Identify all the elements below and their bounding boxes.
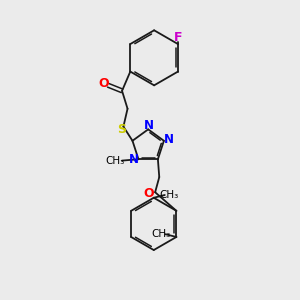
Text: O: O xyxy=(98,77,109,91)
Text: S: S xyxy=(118,123,127,136)
Text: CH₃: CH₃ xyxy=(152,229,171,239)
Text: O: O xyxy=(144,187,154,200)
Text: CH₃: CH₃ xyxy=(106,156,125,166)
Text: F: F xyxy=(174,31,182,44)
Text: N: N xyxy=(143,119,154,132)
Text: N: N xyxy=(128,153,139,166)
Text: CH₃: CH₃ xyxy=(159,190,178,200)
Text: N: N xyxy=(164,133,174,146)
